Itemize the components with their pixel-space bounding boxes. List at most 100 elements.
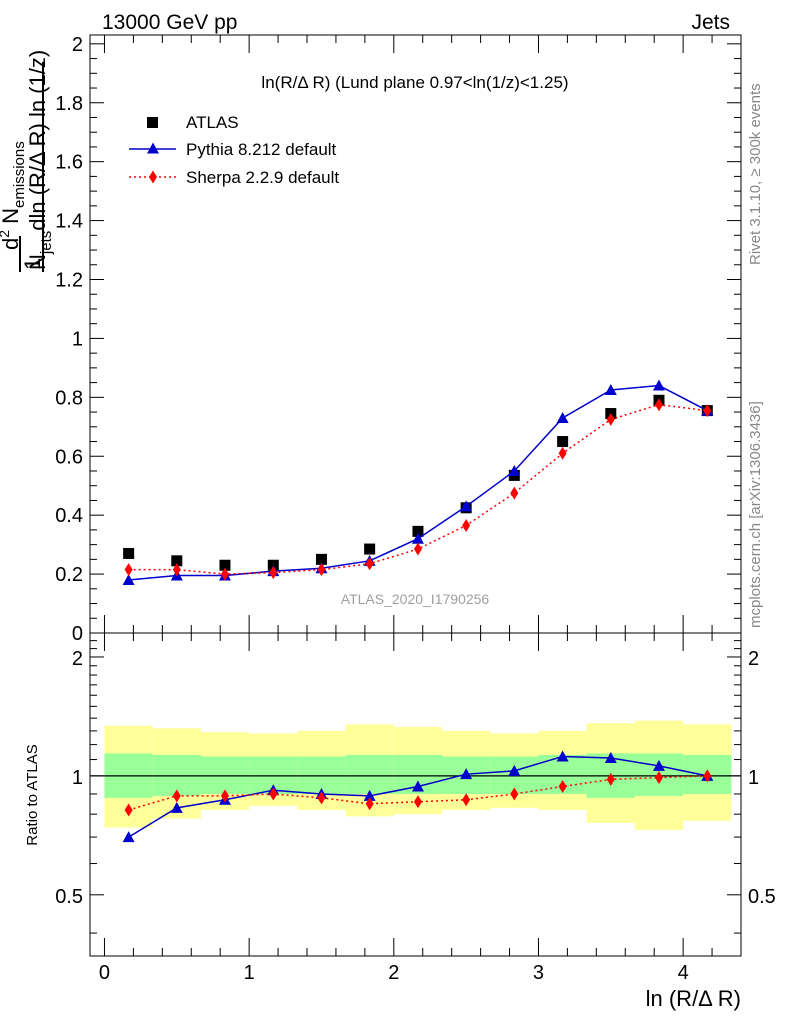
- ratio-point-triangle: [508, 764, 521, 776]
- ratio-band-inner: [297, 756, 346, 794]
- ratio-point-diamond: [413, 795, 422, 809]
- ratio-ytick-label-right: 1: [748, 767, 759, 789]
- main-point-square: [412, 525, 424, 537]
- ratio-ytick-label-left: 0.5: [55, 886, 83, 908]
- legend-label-sherpa: Sherpa 2.2.9 default: [186, 168, 339, 187]
- ratio-panel: 0.5 0.5 1 1 2 2 Ratio to ATLAS: [24, 632, 776, 957]
- rivet-label: Rivet 3.1.10, ≥ 300k events: [747, 83, 764, 265]
- ratio-band-inner: [345, 754, 394, 794]
- legend-square-marker: [147, 117, 158, 128]
- main-ytick-label: 1.6: [55, 152, 83, 174]
- main-point-diamond: [220, 567, 229, 581]
- main-point-diamond: [365, 557, 374, 571]
- main-point-square: [219, 559, 231, 571]
- main-ytick-label: 1.2: [55, 270, 83, 292]
- ratio-point-diamond: [269, 787, 278, 801]
- x-tick-label: 4: [678, 962, 689, 984]
- legend: ATLAS Pythia 8.212 default Sherpa 2.2.9 …: [129, 113, 339, 187]
- ratio-uncertainty-bands: [90, 720, 741, 830]
- category-label: Jets: [691, 11, 730, 34]
- legend-label-pythia: Pythia 8.212 default: [186, 140, 337, 159]
- legend-entry-sherpa: Sherpa 2.2.9 default: [129, 168, 339, 187]
- main-point-triangle: [508, 464, 521, 476]
- main-point-square: [364, 543, 376, 555]
- y-label-denominator: Njetsdln (R/Δ R) ln (1/z): [25, 50, 55, 270]
- ratio-ytick-label-right: 0.5: [748, 886, 776, 908]
- main-point-triangle: [556, 411, 569, 423]
- main-point-diamond: [462, 518, 471, 532]
- ratio-point-diamond: [124, 803, 133, 817]
- x-tick-label: 1: [244, 962, 255, 984]
- ratio-point-triangle: [122, 831, 135, 843]
- ratio-panel-frame: [89, 632, 742, 957]
- main-point-diamond: [558, 446, 567, 460]
- main-point-diamond: [413, 542, 422, 556]
- main-point-diamond: [510, 486, 519, 500]
- analysis-watermark: ATLAS_2020_I1790256: [341, 591, 490, 607]
- energy-label: 13000 GeV pp: [102, 11, 237, 34]
- legend-entry-atlas: ATLAS: [147, 113, 239, 132]
- main-point-triangle: [122, 573, 135, 585]
- ratio-point-triangle: [652, 759, 665, 771]
- ratio-point-diamond: [462, 793, 471, 807]
- main-ytick-label: 1.8: [55, 93, 83, 115]
- x-axis-label: ln (R/Δ R): [646, 986, 741, 1011]
- ratio-point-triangle: [363, 789, 376, 801]
- x-tick-label: 2: [388, 962, 399, 984]
- main-point-square: [315, 553, 327, 565]
- main-point-square: [557, 436, 569, 448]
- ratio-ytick-label-right: 2: [748, 648, 759, 670]
- main-point-triangle: [411, 532, 424, 544]
- ratio-series: [122, 750, 714, 843]
- legend-diamond-marker: [149, 170, 157, 184]
- ratio-band-inner: [200, 756, 250, 794]
- main-ytick-label: 0.2: [55, 564, 83, 586]
- ratio-point-triangle: [411, 780, 424, 792]
- ratio-ytick-label-left: 1: [72, 767, 83, 789]
- main-ytick-label: 0.6: [55, 446, 83, 468]
- y-label-d2n: d2 Nemissions: [0, 141, 28, 250]
- main-ytick-label: 1.4: [55, 211, 83, 233]
- main-point-triangle: [604, 383, 617, 395]
- main-chart-title: ln(R/Δ R) (Lund plane 0.97<ln(1/z)<1.25): [261, 73, 568, 92]
- ratio-point-triangle: [604, 751, 617, 763]
- ratio-point-diamond: [510, 787, 519, 801]
- main-point-diamond: [317, 563, 326, 577]
- main-point-diamond: [269, 566, 278, 580]
- x-tick-label: 0: [99, 962, 110, 984]
- ratio-point-diamond: [365, 797, 374, 811]
- main-ytick-label: 1: [72, 328, 83, 350]
- main-point-diamond: [654, 398, 663, 412]
- ratio-point-diamond: [317, 791, 326, 805]
- main-point-triangle: [652, 379, 665, 391]
- main-y-ticks: 0 0.2 0.4 0.6 0.8 1 1.2 1.4 1.6 1.8 2: [55, 34, 741, 645]
- ratio-ytick-label-left: 2: [72, 648, 83, 670]
- ratio-point-diamond: [703, 769, 712, 783]
- main-point-square: [171, 555, 183, 567]
- main-point-triangle: [460, 500, 473, 512]
- main-ytick-label: 0.8: [55, 387, 83, 409]
- main-ytick-label: 0: [72, 623, 83, 645]
- ratio-point-diamond: [654, 771, 663, 785]
- ratio-point-triangle: [170, 801, 183, 813]
- main-point-diamond: [606, 412, 615, 426]
- main-ytick-label: 0.4: [55, 505, 83, 527]
- main-point-square: [123, 547, 135, 559]
- x-tick-label: 3: [533, 962, 544, 984]
- legend-triangle-marker: [147, 142, 159, 154]
- ratio-y-ticks: 0.5 0.5 1 1 2 2: [55, 640, 776, 934]
- main-panel: 0 0.2 0.4 0.6 0.8 1 1.2 1.4 1.6 1.8 2 ATLAS_2020_I…: [55, 34, 742, 645]
- ratio-point-diamond: [220, 789, 229, 803]
- main-ytick-label: 2: [72, 34, 83, 56]
- y-label-numerator-one: 1: [20, 258, 45, 270]
- ratio-point-diamond: [606, 772, 615, 786]
- ratio-y-axis-label: Ratio to ATLAS: [24, 744, 41, 845]
- main-point-diamond: [703, 404, 712, 418]
- ratio-point-triangle: [556, 750, 569, 762]
- legend-entry-pythia: Pythia 8.212 default: [129, 140, 337, 159]
- ratio-point-diamond: [172, 789, 181, 803]
- ratio-point-diamond: [558, 780, 567, 794]
- ratio-point-triangle: [460, 768, 473, 780]
- main-series: [122, 379, 714, 585]
